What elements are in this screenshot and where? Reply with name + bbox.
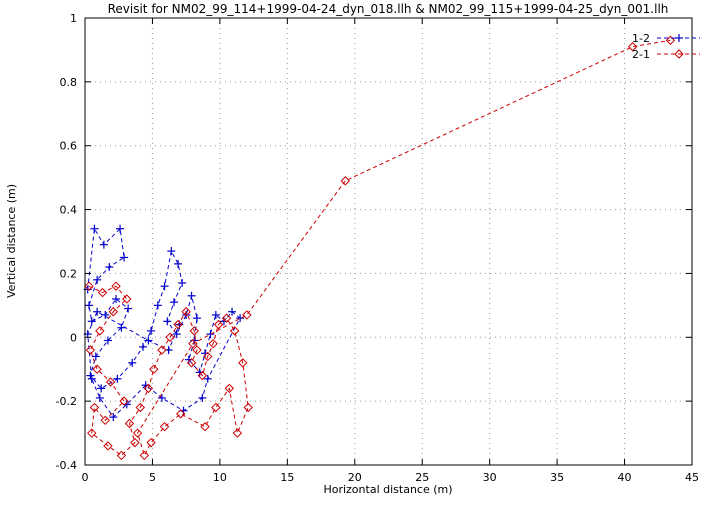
chart-title: Revisit for NM02_99_114+1999-04-24_dyn_0… [108, 2, 669, 16]
series-2-1-line [88, 39, 671, 457]
x-tick-label: 40 [618, 471, 632, 484]
y-tick-label: 1 [70, 12, 77, 25]
x-tick-label: 45 [685, 471, 699, 484]
axis-tick-labels: 0 5 10 15 20 25 30 35 40 45 -0.4 -0.2 0 0.2 0.4 0.6 0.8 1 [56, 12, 699, 484]
grid-lines [84, 17, 693, 466]
y-tick-label: -0.2 [56, 395, 77, 408]
plot-frame [84, 17, 693, 466]
legend-line-samples [657, 34, 700, 59]
y-tick-label: 0 [70, 331, 77, 344]
series-1-2-markers [83, 224, 245, 422]
y-tick-label: 0.8 [60, 76, 78, 89]
y-axis-label: Vertical distance (m) [5, 184, 18, 298]
y-tick-label: 0.4 [60, 204, 78, 217]
axis-ticks [84, 17, 693, 466]
x-tick-label: 0 [82, 471, 89, 484]
x-axis-label: Horizontal distance (m) [323, 483, 452, 496]
legend-item-2-1-label: 2-1 [632, 48, 650, 61]
x-tick-label: 10 [213, 471, 227, 484]
data-series [83, 35, 676, 461]
x-tick-label: 25 [415, 471, 429, 484]
x-tick-label: 15 [280, 471, 294, 484]
x-tick-label: 35 [550, 471, 564, 484]
legend: 1-2 2-1 [632, 32, 700, 61]
y-tick-label: -0.4 [56, 459, 77, 472]
x-tick-label: 20 [348, 471, 362, 484]
y-tick-label: 0.2 [60, 267, 78, 280]
series-2-1-markers [84, 35, 676, 461]
x-tick-label: 30 [483, 471, 497, 484]
legend-item-1-2-label: 1-2 [632, 32, 650, 45]
x-tick-label: 5 [149, 471, 156, 484]
series-1-2-line [87, 227, 241, 418]
y-tick-label: 0.6 [60, 140, 78, 153]
